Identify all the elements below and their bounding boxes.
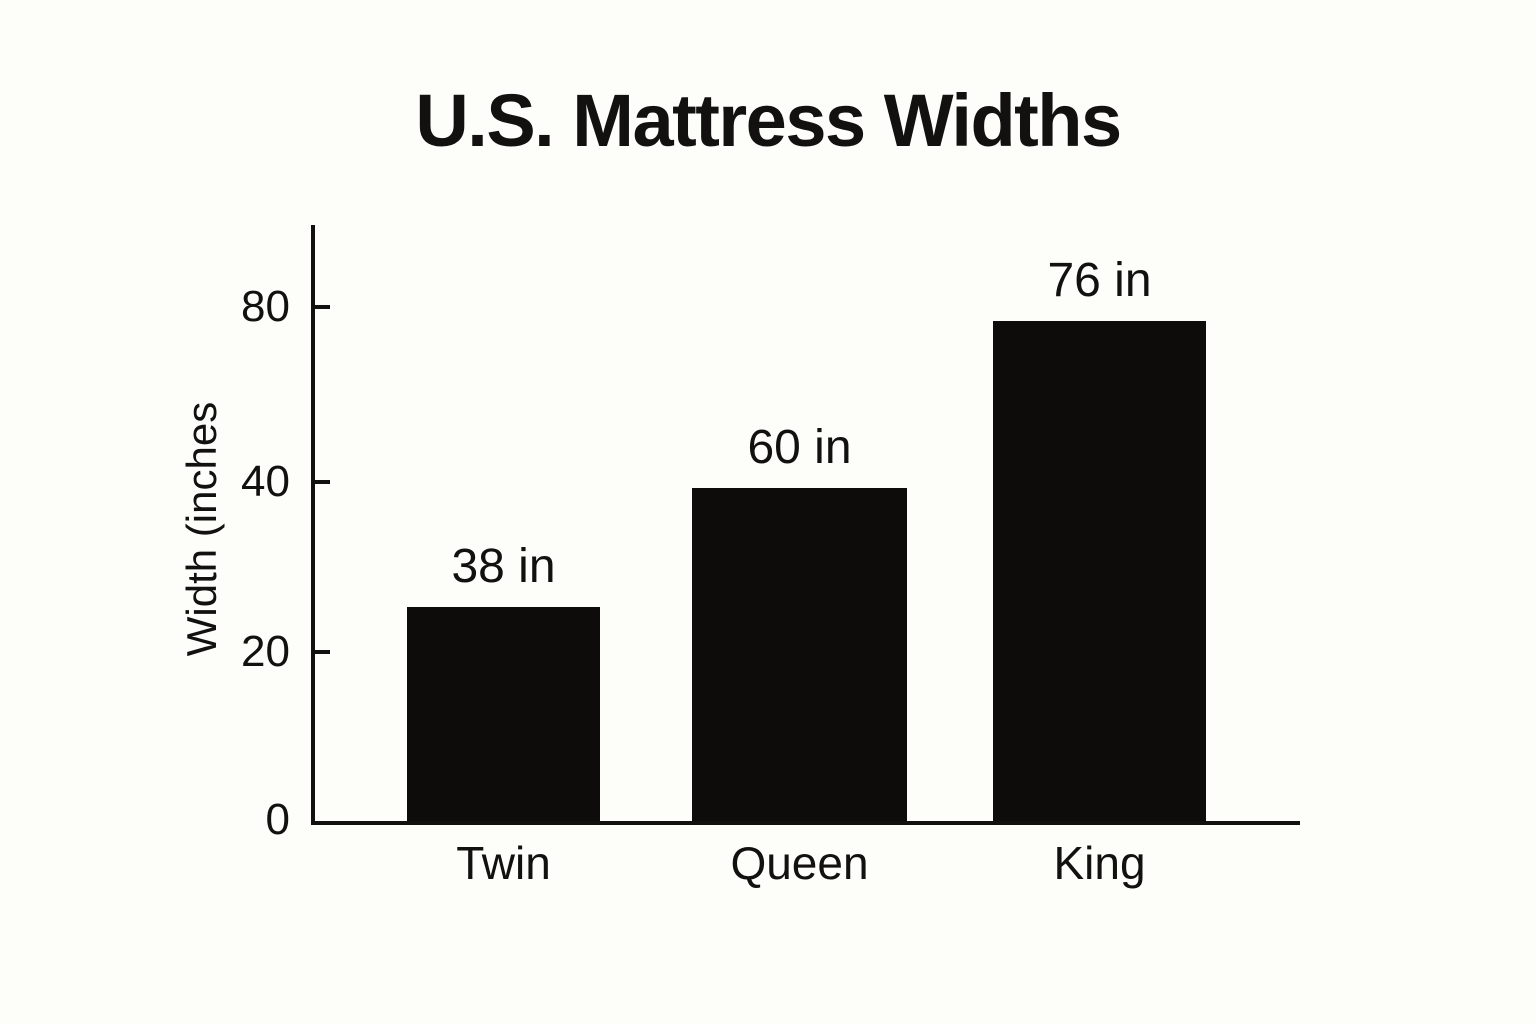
y-tick-mark-20	[315, 650, 330, 654]
y-tick-mark-80	[315, 305, 330, 309]
x-axis-label-king: King	[1053, 837, 1146, 889]
bar-value-label-queen: 60 in	[747, 421, 852, 474]
x-axis-label-queen: Queen	[730, 837, 869, 889]
x-axis-label-twin: Twin	[456, 837, 551, 889]
y-tick-label-40: 40	[241, 457, 290, 506]
chart-title: U.S. Mattress Widths	[415, 79, 1122, 162]
bar-king	[993, 321, 1206, 821]
y-axis-line	[311, 225, 315, 825]
y-tick-label-0: 0	[265, 795, 290, 844]
x-axis-line	[311, 821, 1300, 825]
bar-value-label-king: 76 in	[1047, 254, 1152, 307]
y-tick-mark-40	[315, 480, 330, 484]
bar-queen	[692, 488, 907, 821]
y-tick-label-20: 20	[241, 627, 290, 676]
y-tick-label-80: 80	[241, 282, 290, 331]
bar-value-label-twin: 38 in	[451, 540, 556, 593]
bar-twin	[407, 607, 600, 821]
